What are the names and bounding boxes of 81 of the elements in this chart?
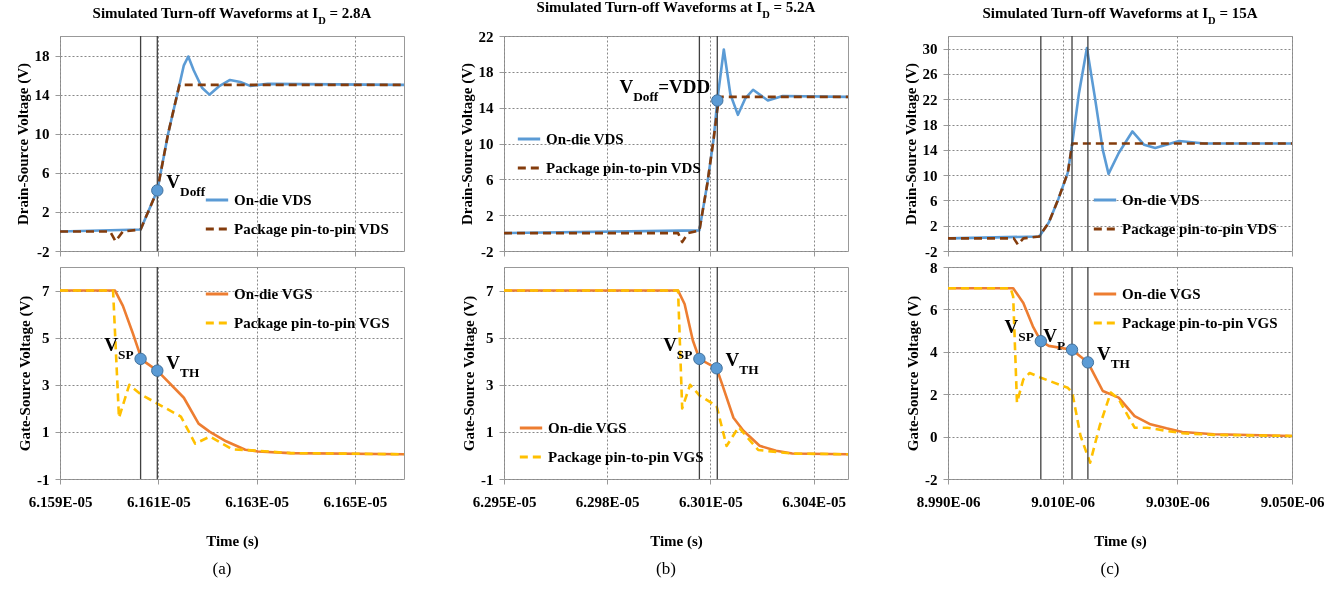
y-tick-label: 1: [486, 424, 494, 441]
y-tick-label: 0: [930, 429, 938, 446]
y-tick-label: 8: [930, 259, 938, 276]
y-tick-label: 6: [930, 192, 938, 209]
annotation: V$_{SP}$: [104, 333, 134, 362]
y-tick-label: 7: [486, 283, 494, 300]
annotation: V$_{TH}$: [1096, 343, 1131, 371]
y-tick-label: 5: [486, 330, 494, 347]
x-tick-label: 6.301E-05: [679, 493, 743, 510]
y-tick-label: -1: [481, 471, 494, 488]
x-tick-label: 6.163E-05: [225, 493, 289, 510]
x-tick-label: 6.159E-05: [28, 493, 93, 510]
legend-label: On-die VGS: [234, 286, 313, 302]
y-tick-label: -2: [925, 471, 938, 488]
x-tick-label: 6.161E-05: [126, 493, 191, 510]
y-tick-label: 14: [922, 142, 938, 159]
y-tick-label: 7: [42, 283, 50, 300]
legend-label: On-die VGS: [548, 420, 627, 436]
legend-label: Package pin-to-pin VGS: [1122, 315, 1278, 331]
y-tick-label: 6: [930, 301, 938, 318]
x-tick-label: 9.030E-06: [1145, 493, 1211, 510]
y-tick-label: 3: [486, 377, 494, 394]
x-tick-label: 6.295E-05: [472, 493, 537, 510]
y-tick-label: 14: [34, 87, 50, 104]
y-tick-label: 4: [930, 344, 938, 361]
x-axis-title: Time (s): [206, 532, 259, 550]
annotation: V$_{TH}$: [166, 351, 200, 380]
y-tick-label: -2: [37, 243, 50, 260]
x-tick-label: 6.165E-05: [323, 493, 388, 510]
y-axis-title: Gate-Source Voltage (V): [17, 295, 34, 452]
annotation: V$_{TH}$: [725, 349, 760, 377]
legend-label: On-die VGS: [1122, 286, 1201, 302]
x-axis-title: Time (s): [650, 532, 703, 550]
legend-label: On-die VDS: [546, 131, 624, 147]
y-tick-label: 26: [922, 66, 938, 83]
y-tick-label: 18: [478, 64, 494, 81]
annotation: V$_{SP}$: [1004, 316, 1034, 344]
x-tick-label: 8.990E-06: [916, 493, 981, 510]
y-tick-label: 18: [34, 48, 50, 65]
annotation: V$_{Doff}$: [166, 171, 206, 199]
text: (b): [655, 559, 677, 579]
y-tick-label: 1: [42, 424, 50, 441]
y-tick-label: 5: [42, 330, 50, 347]
x-tick-label: 6.298E-05: [575, 493, 640, 510]
y-axis-title: Drain-Source Voltage (V): [458, 62, 476, 226]
y-tick-label: 22: [478, 28, 494, 45]
y-tick-label: 10: [478, 136, 494, 152]
y-axis-title: Gate-Source Voltage (V): [905, 295, 922, 452]
y-tick-label: 3: [42, 377, 50, 394]
y-tick-label: 10: [922, 167, 938, 184]
y-tick-label: -2: [925, 243, 938, 260]
y-tick-label: 6: [486, 171, 494, 188]
text: (c): [1099, 559, 1121, 579]
y-tick-label: 22: [922, 91, 938, 108]
y-axis-title: Drain-Source Voltage (V): [14, 62, 32, 226]
y-axis-title: Gate-Source Voltage (V): [461, 295, 478, 452]
legend-label: Package pin-to-pin VDS: [234, 221, 389, 237]
y-tick-label: -2: [481, 243, 494, 260]
y-tick-label: 2: [486, 207, 494, 224]
legend-label: Package pin-to-pin VGS: [234, 315, 390, 331]
text: (a): [211, 559, 233, 579]
x-axis-title: Time (s): [1094, 532, 1147, 550]
x-tick-label: 9.010E-06: [1031, 493, 1096, 510]
x-tick-label: 9.050E-06: [1260, 493, 1325, 510]
legend-label: On-die VDS: [1122, 192, 1200, 208]
y-tick-label: 2: [930, 218, 938, 235]
chart-title: Simulated Turn-off Waveforms at I$_{D}$ = 2.8A: [92, 5, 372, 26]
y-tick-label: 6: [42, 165, 50, 182]
y-tick-label: -1: [37, 471, 50, 488]
y-tick-label: 2: [930, 386, 938, 403]
y-tick-label: 18: [922, 117, 938, 134]
chart-title: Simulated Turn-off Waveforms at I$_{D}$ = 15A: [982, 5, 1258, 26]
x-tick-label: 6.304E-05: [782, 493, 846, 510]
y-axis-title: Drain-Source Voltage (V): [902, 62, 920, 226]
y-tick-label: 30: [922, 41, 938, 58]
legend-label: Package pin-to-pin VDS: [1122, 221, 1277, 237]
chart-title: Simulated Turn-off Waveforms at I$_{D}$ = 5.2A: [536, 0, 816, 20]
y-tick-label: 2: [42, 204, 50, 221]
y-tick-label: 14: [478, 100, 494, 117]
y-tick-label: 10: [34, 126, 50, 143]
legend-label: On-die VDS: [234, 192, 312, 208]
